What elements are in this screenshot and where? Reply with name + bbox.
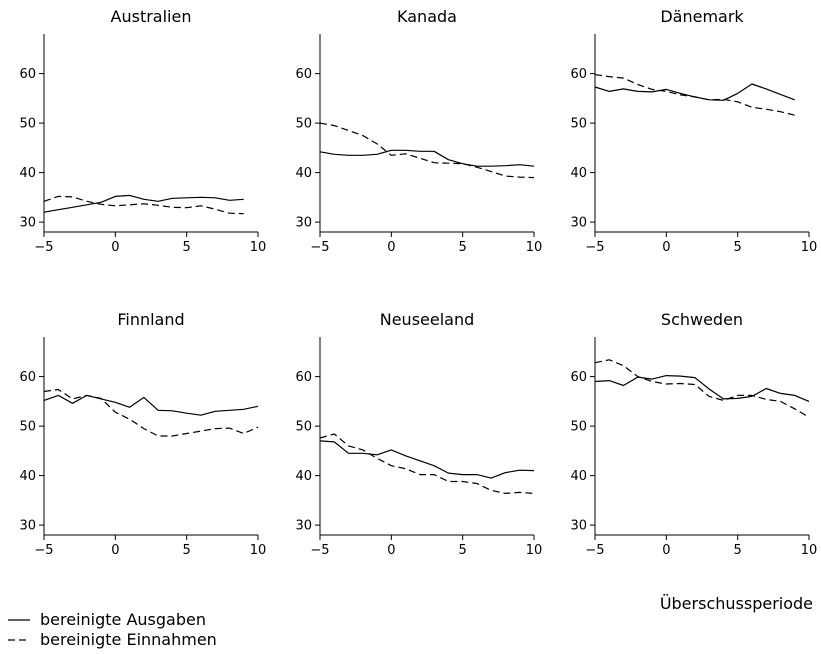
x-tick-label-dänemark: 0 <box>662 240 670 255</box>
y-tick-label-dänemark: 30 <box>570 216 587 231</box>
einnahmen-line-australien <box>43 195 244 215</box>
ausgaben-line-neuseeland <box>319 440 535 479</box>
y-tick-label-australien: 50 <box>19 117 36 132</box>
panel-title-australien: Australien <box>111 7 192 26</box>
y-tick-label-finnland: 30 <box>19 519 36 534</box>
x-tick-label-kanada: 0 <box>387 240 395 255</box>
x-tick-label-finnland: 10 <box>250 543 267 558</box>
y-tick-label-neuseeland: 30 <box>295 519 312 534</box>
y-tick-label-dänemark: 60 <box>570 67 587 82</box>
y-tick-label-neuseeland: 40 <box>295 469 312 484</box>
x-tick-label-neuseeland: 0 <box>387 543 395 558</box>
panel-title-dänemark: Dänemark <box>660 7 744 26</box>
x-tick-label-schweden: 10 <box>801 543 818 558</box>
y-tick-label-finnland: 40 <box>19 469 36 484</box>
y-tick-label-finnland: 60 <box>19 370 36 385</box>
x-tick-label-kanada: −5 <box>310 240 329 255</box>
x-tick-label-dänemark: 10 <box>801 240 818 255</box>
x-tick-label-australien: −5 <box>34 240 53 255</box>
x-tick-label-finnland: 0 <box>111 543 119 558</box>
solid-line-swatch <box>8 615 32 625</box>
einnahmen-line-schweden <box>594 359 810 418</box>
x-tick-label-schweden: 0 <box>662 543 670 558</box>
x-tick-label-dänemark: −5 <box>585 240 604 255</box>
y-tick-label-kanada: 50 <box>295 117 312 132</box>
ausgaben-line-dänemark <box>594 83 795 101</box>
x-tick-label-neuseeland: 10 <box>526 543 543 558</box>
y-tick-label-dänemark: 50 <box>570 117 587 132</box>
ausgaben-line-finnland <box>43 394 259 416</box>
panel-title-finnland: Finnland <box>117 310 184 329</box>
y-tick-label-kanada: 30 <box>295 216 312 231</box>
ausgaben-line-schweden <box>594 375 810 402</box>
legend-entry-einnahmen: bereinigte Einnahmen <box>8 630 217 650</box>
x-tick-label-australien: 5 <box>183 240 191 255</box>
dashed-line-swatch <box>8 635 32 645</box>
y-tick-label-australien: 30 <box>19 216 36 231</box>
einnahmen-line-dänemark <box>594 74 795 116</box>
panel-title-neuseeland: Neuseeland <box>380 310 475 329</box>
legend-entry-ausgaben: bereinigte Ausgaben <box>8 610 217 630</box>
x-tick-label-australien: 10 <box>250 240 267 255</box>
y-tick-label-australien: 60 <box>19 67 36 82</box>
x-tick-label-finnland: −5 <box>34 543 53 558</box>
legend-label-einnahmen: bereinigte Einnahmen <box>40 630 217 649</box>
x-tick-label-australien: 0 <box>111 240 119 255</box>
legend: bereinigte Ausgaben bereinigte Einnahmen <box>8 610 217 650</box>
y-tick-label-kanada: 40 <box>295 166 312 181</box>
x-tick-label-neuseeland: 5 <box>459 543 467 558</box>
y-tick-label-finnland: 50 <box>19 420 36 435</box>
x-tick-label-schweden: 5 <box>734 543 742 558</box>
legend-label-ausgaben: bereinigte Ausgaben <box>40 610 206 629</box>
einnahmen-line-finnland <box>43 388 259 437</box>
x-tick-label-dänemark: 5 <box>734 240 742 255</box>
y-tick-label-kanada: 60 <box>295 67 312 82</box>
ausgaben-line-australien <box>43 194 244 213</box>
einnahmen-line-neuseeland <box>319 433 535 494</box>
x-tick-label-neuseeland: −5 <box>310 543 329 558</box>
x-tick-label-finnland: 5 <box>183 543 191 558</box>
y-tick-label-neuseeland: 50 <box>295 420 312 435</box>
x-tick-label-kanada: 5 <box>459 240 467 255</box>
x-axis-label: Überschussperiode <box>659 594 813 613</box>
y-tick-label-australien: 40 <box>19 166 36 181</box>
y-tick-label-schweden: 30 <box>570 519 587 534</box>
y-tick-label-schweden: 40 <box>570 469 587 484</box>
x-tick-label-schweden: −5 <box>585 543 604 558</box>
y-tick-label-neuseeland: 60 <box>295 370 312 385</box>
ausgaben-line-kanada <box>319 149 535 167</box>
x-tick-label-kanada: 10 <box>526 240 543 255</box>
y-tick-label-schweden: 50 <box>570 420 587 435</box>
y-tick-label-schweden: 60 <box>570 370 587 385</box>
panel-title-kanada: Kanada <box>397 7 457 26</box>
einnahmen-line-kanada <box>319 122 535 179</box>
panel-title-schweden: Schweden <box>661 310 743 329</box>
y-tick-label-dänemark: 40 <box>570 166 587 181</box>
